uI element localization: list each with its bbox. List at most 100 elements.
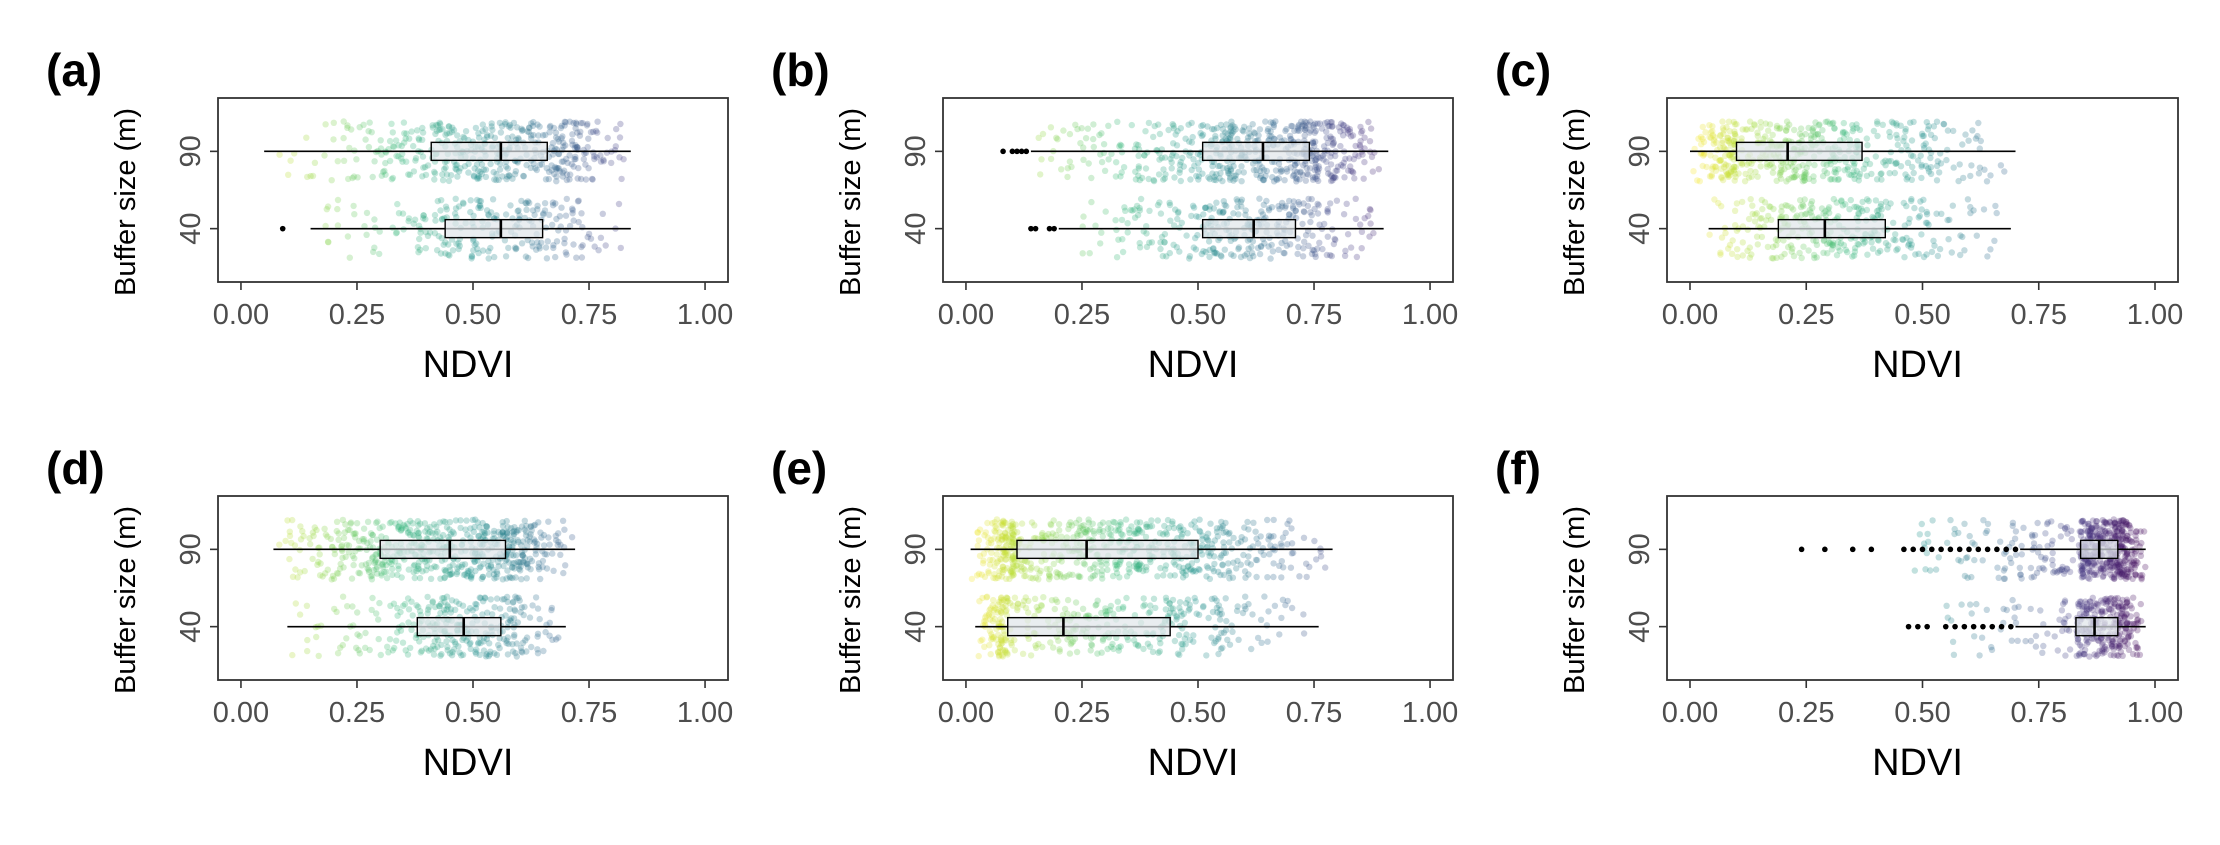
data-point xyxy=(2109,643,2115,649)
data-point xyxy=(1932,135,1938,141)
data-point xyxy=(1934,163,1940,169)
data-point xyxy=(553,636,559,642)
panel-label: (e) xyxy=(771,442,827,494)
data-point xyxy=(1944,217,1950,223)
data-point xyxy=(1345,231,1351,237)
data-point xyxy=(286,556,292,562)
data-point xyxy=(1249,611,1255,617)
data-point xyxy=(1367,138,1373,144)
data-point xyxy=(339,555,345,561)
data-point xyxy=(507,125,513,131)
data-point xyxy=(1306,122,1312,128)
data-point xyxy=(1985,521,1991,527)
data-point xyxy=(1314,246,1320,252)
data-point xyxy=(980,560,986,566)
data-point xyxy=(1346,155,1352,161)
data-point xyxy=(1133,141,1139,147)
data-point xyxy=(362,136,368,142)
data-point xyxy=(1733,164,1739,170)
data-point xyxy=(569,131,575,137)
data-point xyxy=(1217,616,1223,622)
data-point xyxy=(340,135,346,141)
data-point xyxy=(1976,170,1982,176)
data-point xyxy=(546,129,552,135)
data-point xyxy=(1211,553,1217,559)
data-point xyxy=(497,605,503,611)
data-point xyxy=(490,196,496,202)
data-point xyxy=(1754,210,1760,216)
data-point xyxy=(394,229,400,235)
data-point xyxy=(1098,230,1104,236)
data-point xyxy=(1085,126,1091,132)
data-point xyxy=(1246,130,1252,136)
data-point xyxy=(1080,157,1086,163)
data-point xyxy=(1305,171,1311,177)
data-point xyxy=(1301,208,1307,214)
outlier-point xyxy=(1799,547,1805,553)
data-point xyxy=(1294,251,1300,257)
data-point xyxy=(513,552,519,558)
outlier-point xyxy=(280,226,286,232)
data-point xyxy=(600,211,606,217)
data-point xyxy=(508,537,514,543)
data-point xyxy=(1163,606,1169,612)
data-point xyxy=(995,536,1001,542)
data-point xyxy=(444,606,450,612)
data-point xyxy=(1229,545,1235,551)
data-point xyxy=(433,122,439,128)
data-point xyxy=(1191,163,1197,169)
data-point xyxy=(1313,156,1319,162)
data-point xyxy=(988,550,994,556)
x-tick-label: 1.00 xyxy=(1402,697,1458,729)
data-point xyxy=(372,225,378,231)
data-point xyxy=(378,652,384,658)
data-point xyxy=(1117,558,1123,564)
data-point xyxy=(1967,210,1973,216)
data-point xyxy=(1191,518,1197,524)
data-point xyxy=(515,135,521,141)
x-tick-label: 1.00 xyxy=(1402,299,1458,331)
x-tick-label: 1.00 xyxy=(677,697,733,729)
data-point xyxy=(496,645,502,651)
data-point xyxy=(349,575,355,581)
data-point xyxy=(321,152,327,158)
data-point xyxy=(1992,203,1998,209)
x-tick-label: 0.00 xyxy=(1662,299,1718,331)
data-point xyxy=(406,136,412,142)
box-40 xyxy=(1778,220,1885,238)
data-point xyxy=(1740,252,1746,258)
data-point xyxy=(598,235,604,241)
data-point xyxy=(1351,175,1357,181)
data-point xyxy=(1037,171,1043,177)
data-point xyxy=(1220,539,1226,545)
data-point xyxy=(406,566,412,572)
data-point xyxy=(1934,119,1940,125)
data-point xyxy=(335,650,341,656)
data-point xyxy=(2115,642,2121,648)
x-tick-label: 0.25 xyxy=(1054,697,1110,729)
data-point xyxy=(1759,234,1765,240)
data-point xyxy=(574,144,580,150)
data-point xyxy=(1919,131,1925,137)
data-point xyxy=(325,239,331,245)
data-point xyxy=(1365,119,1371,125)
data-point xyxy=(1214,529,1220,535)
data-point xyxy=(1706,232,1712,238)
data-point xyxy=(986,642,992,648)
y-tick-label: 90 xyxy=(175,533,207,565)
data-point xyxy=(1797,197,1803,203)
data-point xyxy=(402,601,408,607)
data-point xyxy=(543,225,549,231)
data-point xyxy=(510,599,516,605)
data-point xyxy=(546,541,552,547)
data-point xyxy=(491,604,497,610)
data-point xyxy=(1234,136,1240,142)
data-point xyxy=(1811,255,1817,261)
data-point xyxy=(1767,121,1773,127)
data-point xyxy=(1114,254,1120,260)
data-point xyxy=(513,168,519,174)
data-point xyxy=(1245,246,1251,252)
data-point xyxy=(528,120,534,126)
data-point xyxy=(1163,595,1169,601)
data-point xyxy=(1908,198,1914,204)
